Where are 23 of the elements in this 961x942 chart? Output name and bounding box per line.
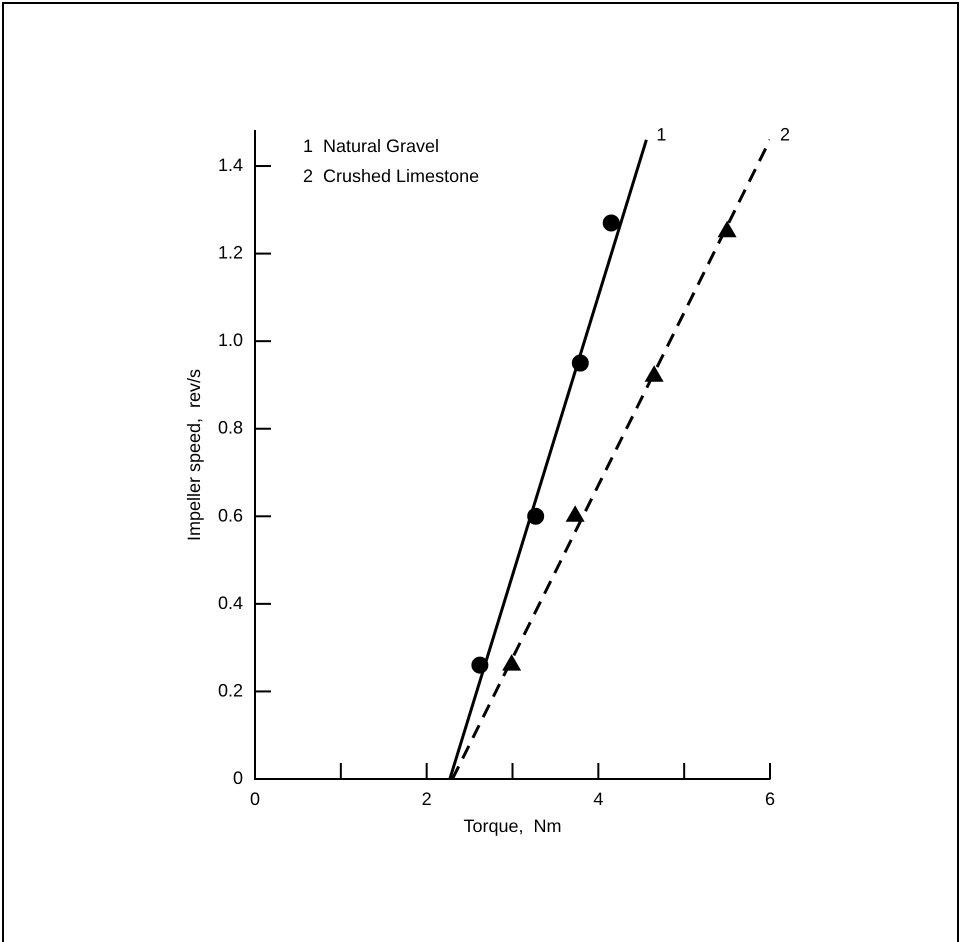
annotation: 2 [780,124,790,145]
y-tick-label: 0.6 [218,505,243,526]
x-tick-label: 2 [422,788,432,809]
y-tick-label: 0 [232,768,243,788]
point [572,354,589,372]
point [502,654,521,671]
x-axis-title: Torque, Nm [463,816,562,836]
point [566,506,584,522]
point [602,214,620,232]
y-tick-label: 0.2 [218,680,243,700]
y-tick-label: 1.0 [218,330,243,350]
x-tick-label: 6 [764,788,776,809]
annotation: 1 Natural Gravel [303,136,440,156]
annotation: 1 [656,124,666,145]
y-tick-label: 0.8 [218,418,243,438]
y-tick-label: 0.4 [218,592,243,613]
y-tick-label: 1.2 [218,242,243,263]
point [644,366,664,382]
x-tick-label: 4 [593,788,604,809]
y-tick-label: 1.4 [218,154,243,175]
x-tick-label: 0 [250,788,260,809]
annotation: 2 Crushed Limestone [303,166,480,186]
y-axis-title: Impeller speed, rev/s [184,368,204,542]
